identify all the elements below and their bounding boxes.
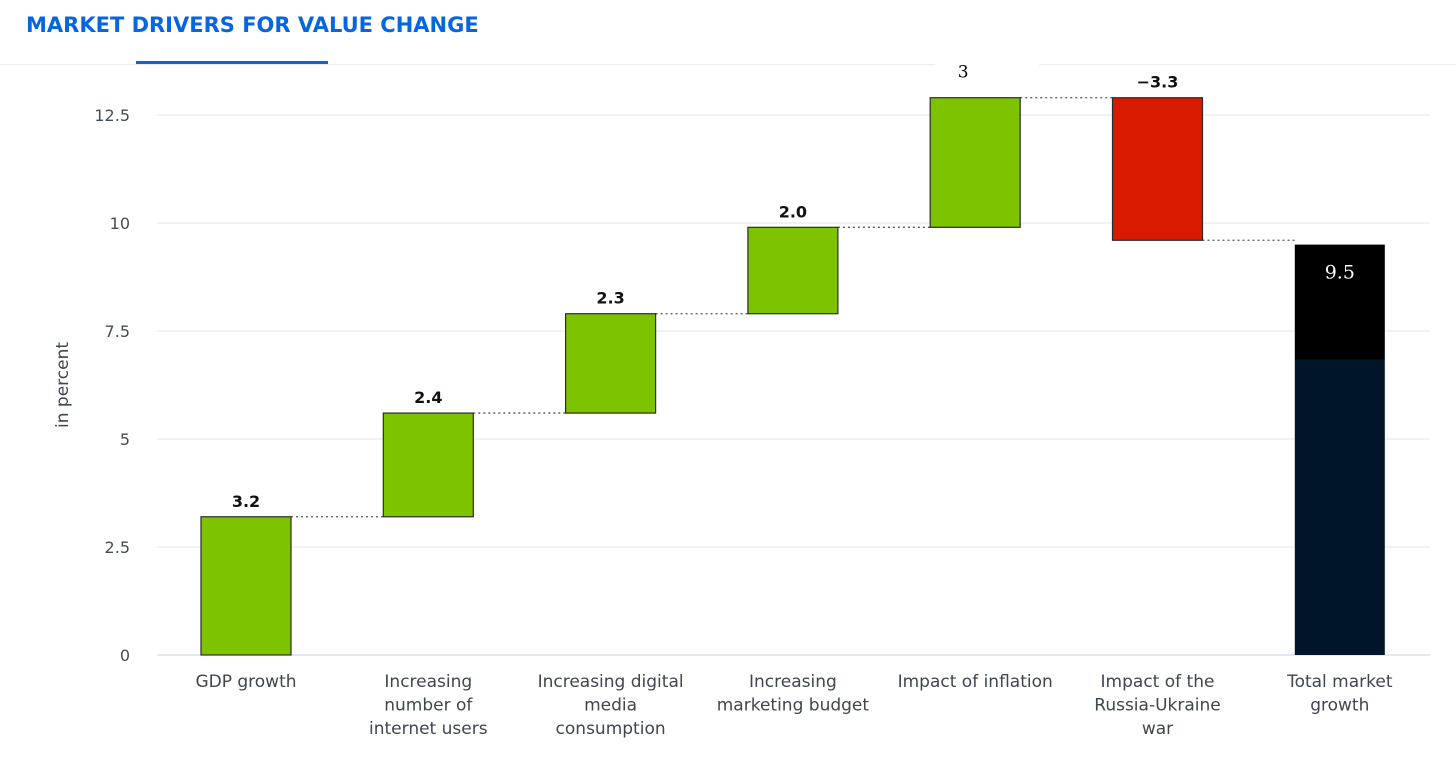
tab-title[interactable]: MARKET DRIVERS FOR VALUE CHANGE bbox=[26, 13, 479, 37]
x-category-label: Increasing digital bbox=[538, 672, 684, 692]
bar-increase[interactable] bbox=[929, 97, 1021, 228]
data-label: 2.0 bbox=[779, 202, 807, 221]
data-label: 3 bbox=[958, 63, 969, 83]
y-tick-label: 5 bbox=[120, 430, 130, 449]
data-label: −3.3 bbox=[1137, 73, 1179, 92]
bar-increase[interactable] bbox=[564, 313, 657, 414]
connectors bbox=[291, 97, 1295, 518]
chart-tab-header: MARKET DRIVERS FOR VALUE CHANGE bbox=[0, 0, 1456, 65]
x-category-label: war bbox=[1142, 719, 1173, 739]
data-label-background bbox=[935, 45, 1040, 90]
y-axis-title: in percent bbox=[53, 342, 73, 428]
bar-increase[interactable] bbox=[382, 412, 474, 518]
y-tick-label: 2.5 bbox=[105, 538, 130, 557]
x-category-label: Impact of the bbox=[1101, 672, 1215, 692]
bar-increase[interactable] bbox=[200, 516, 292, 656]
y-axis: 0 2.5 5 7.5 10 12.5 bbox=[94, 106, 130, 665]
x-category-label: internet users bbox=[369, 719, 488, 739]
active-tab-underline bbox=[136, 61, 328, 64]
data-label: 2.4 bbox=[414, 388, 442, 407]
bar-total-top[interactable] bbox=[1294, 244, 1385, 360]
y-tick-label: 7.5 bbox=[105, 322, 130, 341]
data-label: 2.3 bbox=[596, 289, 624, 308]
x-category-label: Russia-Ukraine bbox=[1094, 696, 1220, 716]
data-labels: 3.2 2.4 2.3 2.0 3 −3.3 9.5 bbox=[232, 45, 1355, 511]
y-tick-label: 0 bbox=[120, 646, 130, 665]
bars bbox=[200, 97, 1385, 656]
x-axis-labels: GDP growth Increasing number of internet us… bbox=[195, 672, 1392, 739]
bar-total-bottom[interactable] bbox=[1294, 359, 1385, 655]
y-tick-label: 12.5 bbox=[94, 106, 130, 125]
x-category-label: growth bbox=[1310, 696, 1369, 716]
x-category-label: Increasing bbox=[384, 672, 472, 692]
x-category-label: GDP growth bbox=[195, 672, 296, 692]
data-label: 3.2 bbox=[232, 492, 260, 511]
data-label-total: 9.5 bbox=[1325, 262, 1355, 284]
gridlines bbox=[157, 114, 1430, 656]
x-category-label: marketing budget bbox=[717, 696, 870, 716]
x-category-label: number of bbox=[384, 696, 473, 716]
x-category-label: media bbox=[584, 696, 637, 716]
x-category-label: Total market bbox=[1286, 672, 1393, 692]
bar-decrease[interactable] bbox=[1111, 97, 1204, 241]
x-category-label: Impact of inflation bbox=[898, 672, 1053, 692]
y-tick-label: 10 bbox=[110, 214, 130, 233]
bar-increase[interactable] bbox=[747, 226, 839, 315]
x-category-label: consumption bbox=[556, 719, 666, 739]
x-category-label: Increasing bbox=[749, 672, 837, 692]
